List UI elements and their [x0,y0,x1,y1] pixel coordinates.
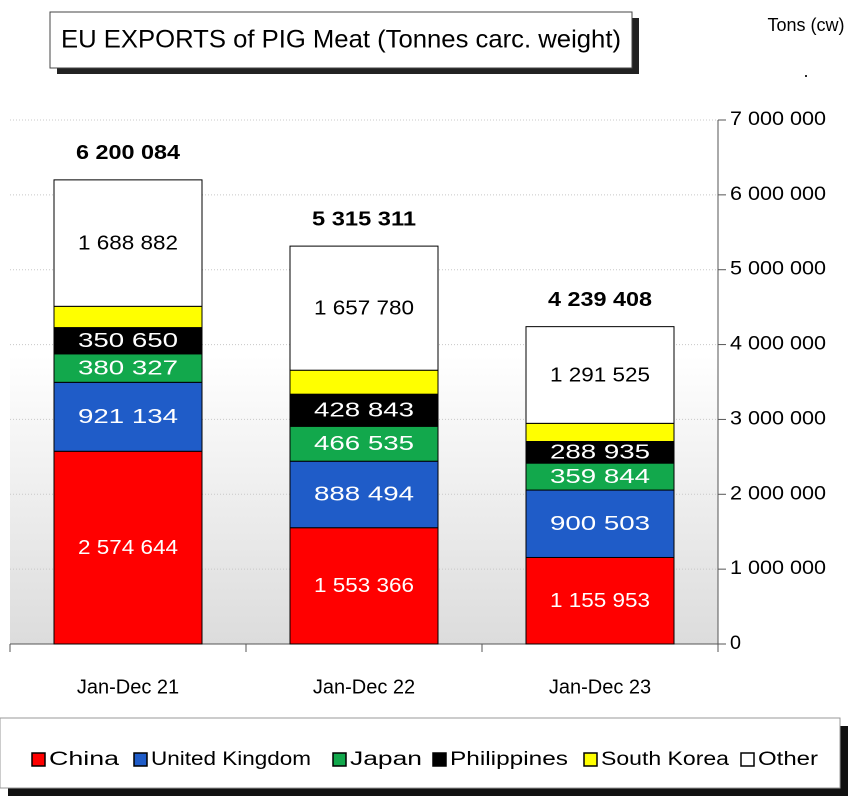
legend-label: South Korea [601,749,730,770]
y-tick-label: 0 [730,633,741,654]
total-label: 5 315 311 [312,208,416,230]
bar-segment [525,422,675,442]
bar-segment [289,527,439,645]
y-tick-label: 1 000 000 [730,558,826,579]
data-label: 921 134 [78,406,178,428]
x-tick-label: Jan-Dec 22 [313,676,415,698]
bar-segment [53,450,203,645]
legend-swatch [583,752,598,767]
y-tick-label: 2 000 000 [730,483,826,504]
data-label: 350 650 [78,330,178,352]
y-tick-label: 5 000 000 [730,259,826,280]
legend-label: Other [758,749,819,770]
y-tick-label: 3 000 000 [730,408,826,429]
data-label: 1 553 366 [314,575,414,597]
legend-swatch [432,752,447,767]
data-label: 1 291 525 [550,364,650,386]
bar-segment [525,462,675,491]
bar-segment [53,327,203,355]
bar-segment [289,245,439,371]
chart-title: EU EXPORTS of PIG Meat (Tonnes carc. wei… [61,26,621,54]
data-label: 1 657 780 [314,297,414,319]
legend-label: Japan [350,749,422,770]
bar-segment [53,179,203,307]
data-label: 888 494 [314,484,414,506]
data-label: 428 843 [314,400,414,422]
unit-note: . [803,61,808,81]
bar-segment [53,353,203,383]
bar-segment [289,425,439,462]
data-label: 466 535 [314,433,414,455]
data-label: 2 574 644 [78,537,178,559]
legend-swatch [133,752,148,767]
bar-segment [525,326,675,424]
bar-segment [525,489,675,558]
unit-label: Tons (cw) [767,15,844,35]
legend-swatch [31,752,46,767]
bar-segment [525,556,675,645]
legend-label: United Kingdom [151,749,311,770]
bar-segment [289,369,439,395]
legend-swatch [740,752,755,767]
data-label: 900 503 [550,513,650,535]
y-tick-label: 7 000 000 [730,109,826,130]
total-label: 4 239 408 [548,289,652,311]
bar-segment [53,305,203,329]
y-tick-label: 4 000 000 [730,334,826,355]
bar-segment [289,393,439,427]
data-label: 380 327 [78,357,178,379]
data-label: 1 688 882 [78,232,178,254]
data-label: 288 935 [550,442,650,464]
y-tick-label: 6 000 000 [730,184,826,205]
data-label: 1 155 953 [550,590,650,612]
legend-label: Philippines [450,749,568,770]
legend-swatch [332,752,347,767]
x-tick-label: Jan-Dec 23 [549,676,651,698]
data-label: 359 844 [550,466,650,488]
x-tick-label: Jan-Dec 21 [77,676,179,698]
title-box [49,11,633,69]
bar-segment [289,460,439,529]
legend-label: China [49,749,120,770]
total-label: 6 200 084 [76,142,181,164]
